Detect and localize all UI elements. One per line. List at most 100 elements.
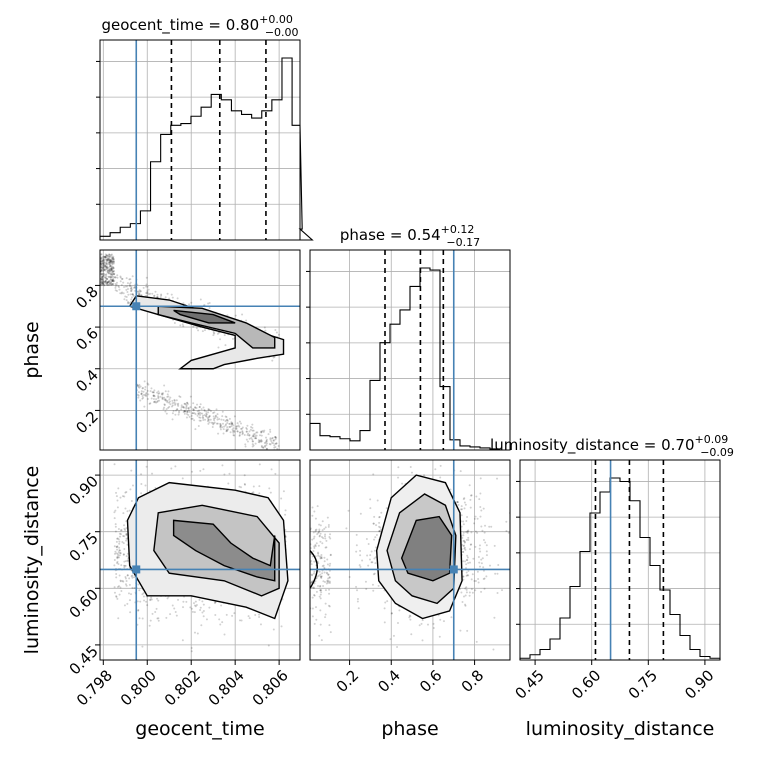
sample-point xyxy=(324,537,327,540)
sample-point xyxy=(113,517,116,520)
sample-point xyxy=(409,615,412,618)
sample-point xyxy=(184,410,187,413)
sample-point xyxy=(132,293,135,296)
sample-point xyxy=(107,255,110,258)
sample-point xyxy=(316,505,319,508)
sample-point xyxy=(122,535,125,538)
sample-point xyxy=(105,283,108,286)
sample-point xyxy=(111,280,114,283)
sample-point xyxy=(101,276,104,279)
sample-point xyxy=(455,662,457,664)
sample-point xyxy=(97,280,99,282)
ytick-label-phase: 0.4 xyxy=(72,366,102,396)
sample-point xyxy=(126,559,129,562)
sample-point xyxy=(155,398,158,401)
sample-point xyxy=(462,575,465,578)
sample-point xyxy=(319,597,322,600)
sample-point xyxy=(456,500,459,503)
sample-point xyxy=(110,268,113,271)
sample-point xyxy=(232,434,235,437)
sample-point xyxy=(231,422,234,425)
sample-point xyxy=(148,624,151,627)
sample-point xyxy=(483,531,486,534)
sample-point xyxy=(105,273,108,276)
sample-point xyxy=(141,387,144,390)
sample-point xyxy=(102,263,105,266)
sample-point xyxy=(110,269,113,272)
sample-point xyxy=(114,282,117,285)
sample-point xyxy=(163,403,166,406)
sample-point xyxy=(470,578,473,581)
sample-point xyxy=(320,555,323,558)
sample-point xyxy=(150,397,153,400)
sample-point xyxy=(138,293,141,296)
sample-point xyxy=(240,427,243,430)
sample-point xyxy=(195,327,198,330)
sample-point xyxy=(260,445,263,448)
sample-point xyxy=(118,549,121,552)
sample-point xyxy=(112,258,115,261)
sample-point xyxy=(258,434,261,437)
sample-point xyxy=(102,257,105,260)
sample-point xyxy=(110,267,113,270)
sample-point xyxy=(468,484,471,487)
sample-point xyxy=(462,560,465,563)
sample-point xyxy=(390,612,393,615)
sample-point xyxy=(265,444,268,447)
sample-point xyxy=(244,443,247,446)
sample-point xyxy=(111,279,114,282)
sample-point xyxy=(125,534,128,537)
sample-point xyxy=(467,529,470,532)
sample-point xyxy=(321,542,324,545)
sample-point xyxy=(124,507,127,510)
sample-point xyxy=(128,599,131,602)
sample-point xyxy=(323,527,326,530)
sample-point xyxy=(199,403,202,406)
sample-point xyxy=(231,428,234,431)
sample-point xyxy=(243,474,246,477)
sample-point xyxy=(234,314,237,317)
sample-point xyxy=(310,563,313,566)
sample-point xyxy=(97,276,99,278)
sample-point xyxy=(325,571,328,574)
sample-point xyxy=(161,393,164,396)
sample-point xyxy=(155,401,158,404)
sample-point xyxy=(464,604,467,607)
sample-point xyxy=(408,614,411,617)
sample-point xyxy=(321,565,324,568)
sample-point xyxy=(265,440,268,443)
sample-point xyxy=(191,412,194,415)
sample-point xyxy=(118,546,121,549)
sample-point xyxy=(373,515,376,518)
sample-point xyxy=(482,539,485,542)
sample-point xyxy=(129,289,132,292)
sample-point xyxy=(101,262,104,265)
sample-point xyxy=(121,495,124,498)
sample-point xyxy=(321,520,324,523)
sample-point xyxy=(131,576,134,579)
hist-frame-geocent_time xyxy=(99,39,301,241)
sample-point xyxy=(104,279,107,282)
sample-point xyxy=(265,440,268,443)
sample-point xyxy=(245,438,248,441)
sample-point xyxy=(280,625,283,628)
sample-point xyxy=(251,426,254,429)
sample-point xyxy=(482,566,485,569)
sample-point xyxy=(255,437,258,440)
sample-point xyxy=(114,525,117,528)
sample-point xyxy=(482,577,485,580)
sample-point xyxy=(262,431,265,434)
sample-point xyxy=(155,607,158,610)
sample-point xyxy=(224,424,227,427)
sample-point xyxy=(492,648,495,651)
sample-point xyxy=(124,491,127,494)
sample-point xyxy=(493,616,496,619)
sample-point xyxy=(241,313,244,316)
x-axis-label-luminosity_distance: luminosity_distance xyxy=(526,718,715,740)
xtick-label-luminosity_distance: 0.75 xyxy=(625,666,661,702)
sample-point xyxy=(156,617,159,620)
sample-point xyxy=(175,614,178,617)
sample-point xyxy=(329,562,332,565)
sample-point xyxy=(114,276,117,279)
sample-point xyxy=(144,386,147,389)
